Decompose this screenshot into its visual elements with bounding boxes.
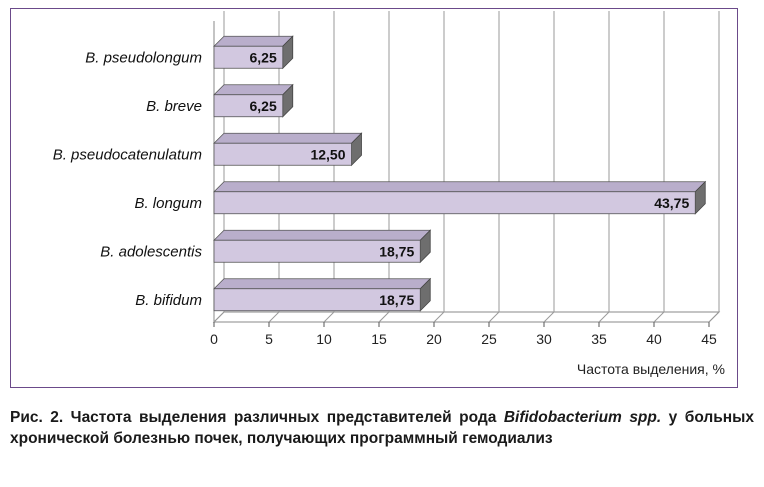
gridline-floor bbox=[323, 311, 335, 323]
figure-caption: Рис. 2. Частота выделения различных пред… bbox=[10, 407, 754, 449]
x-tick-label: 5 bbox=[265, 331, 273, 347]
x-tick-label: 20 bbox=[426, 331, 442, 347]
gridline-floor bbox=[543, 311, 555, 323]
gridline-floor bbox=[213, 311, 225, 323]
y-category-label: B. breve bbox=[146, 98, 202, 115]
caption-suffix: у больных хронической болезнью почек, по… bbox=[10, 409, 755, 447]
bar bbox=[213, 94, 284, 118]
bar-chart: 0 5 10 15 20 25 30 35 40 45 6,25 B. pseudolongum 6,2… bbox=[53, 11, 725, 377]
x-tick-label: 15 bbox=[371, 331, 387, 347]
bar-value-label: 12,50 bbox=[310, 146, 345, 162]
bar-top bbox=[213, 35, 294, 47]
x-tick-label: 45 bbox=[701, 331, 717, 347]
bar-value-label: 18,75 bbox=[379, 292, 414, 308]
bar-top bbox=[213, 84, 294, 96]
chart-frame: 0 5 10 15 20 25 30 35 40 45 6,25 B. pseudolongum 6,2… bbox=[10, 8, 738, 388]
caption-genus: Bifidobacterium bbox=[503, 409, 622, 426]
bar-top bbox=[213, 229, 432, 241]
bar-top bbox=[213, 181, 707, 193]
bar-value-label: 18,75 bbox=[379, 243, 414, 259]
bar bbox=[213, 45, 284, 69]
bar bbox=[213, 239, 421, 263]
chart-floor bbox=[212, 311, 721, 323]
gridline-floor bbox=[433, 311, 445, 323]
y-category-label: B. pseudocatenulatum bbox=[53, 146, 202, 163]
caption-prefix: Рис. 2. Частота выделения различных пред… bbox=[10, 409, 504, 426]
x-axis-label: Частота выделения, % bbox=[577, 361, 725, 377]
x-tick-label: 40 bbox=[646, 331, 662, 347]
bar-value-label: 6,25 bbox=[250, 49, 277, 65]
gridline-floor bbox=[488, 311, 500, 323]
gridline-floor bbox=[653, 311, 665, 323]
bar-value-label: 43,75 bbox=[654, 195, 689, 211]
bar-top bbox=[213, 132, 363, 144]
x-tick-label: 35 bbox=[591, 331, 607, 347]
x-tick-label: 30 bbox=[536, 331, 552, 347]
caption-spp: spp. bbox=[629, 409, 662, 426]
gridline-floor bbox=[268, 311, 280, 323]
y-category-label: B. bifidum bbox=[135, 292, 202, 309]
bar bbox=[213, 191, 696, 215]
y-category-label: B. pseudolongum bbox=[85, 49, 202, 66]
gridline-floor bbox=[708, 311, 720, 323]
x-tick-label: 25 bbox=[481, 331, 497, 347]
bar-value-label: 6,25 bbox=[250, 98, 277, 114]
y-category-label: B. adolescentis bbox=[100, 243, 202, 260]
x-tick-label: 10 bbox=[316, 331, 332, 347]
x-tick-label: 0 bbox=[210, 331, 218, 347]
y-category-label: B. longum bbox=[134, 195, 202, 212]
gridline-floor bbox=[598, 311, 610, 323]
gridline-floor bbox=[378, 311, 390, 323]
bar bbox=[213, 288, 421, 312]
bar bbox=[213, 142, 352, 166]
bar-top bbox=[213, 278, 432, 290]
